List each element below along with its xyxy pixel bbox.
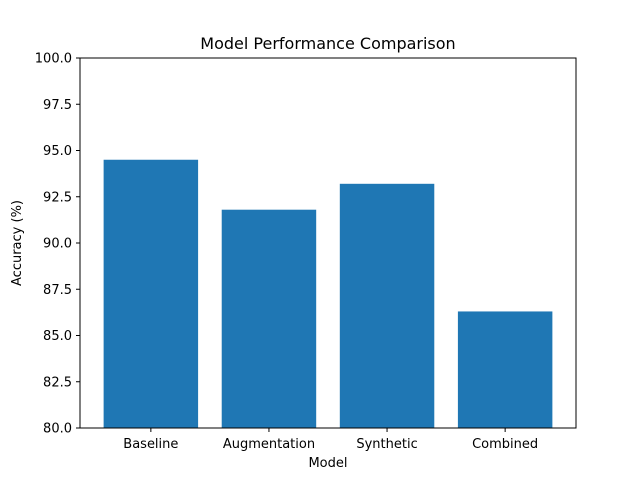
y-tick-label: 95.0: [43, 144, 72, 159]
y-tick-label: 87.5: [43, 283, 72, 298]
x-tick-label: Synthetic: [356, 437, 417, 452]
y-axis-label: Accuracy (%): [10, 200, 25, 286]
bar-synthetic: [339, 183, 435, 428]
x-tick-label: Combined: [472, 437, 538, 452]
y-tick-label: 90.0: [43, 237, 72, 252]
x-axis: Baseline Augmentation Synthetic Combined: [123, 428, 538, 452]
x-tick-label: Baseline: [123, 437, 178, 452]
y-tick-label: 97.5: [43, 98, 72, 113]
y-axis: 80.0 82.5 85.0 87.5 90.0 92.5 95.0 97.5 100.0: [35, 52, 80, 437]
bar-augmentation: [221, 209, 317, 428]
bar-baseline: [103, 159, 199, 428]
y-tick-label: 100.0: [35, 52, 72, 67]
bars-group: [103, 159, 553, 428]
y-tick-label: 92.5: [43, 190, 72, 205]
y-tick-label: 80.0: [43, 422, 72, 437]
chart-title: Model Performance Comparison: [200, 34, 455, 53]
x-axis-label: Model: [308, 456, 347, 471]
y-tick-label: 82.5: [43, 375, 72, 390]
x-tick-label: Augmentation: [223, 437, 315, 452]
y-tick-label: 85.0: [43, 329, 72, 344]
bar-combined: [457, 311, 553, 428]
